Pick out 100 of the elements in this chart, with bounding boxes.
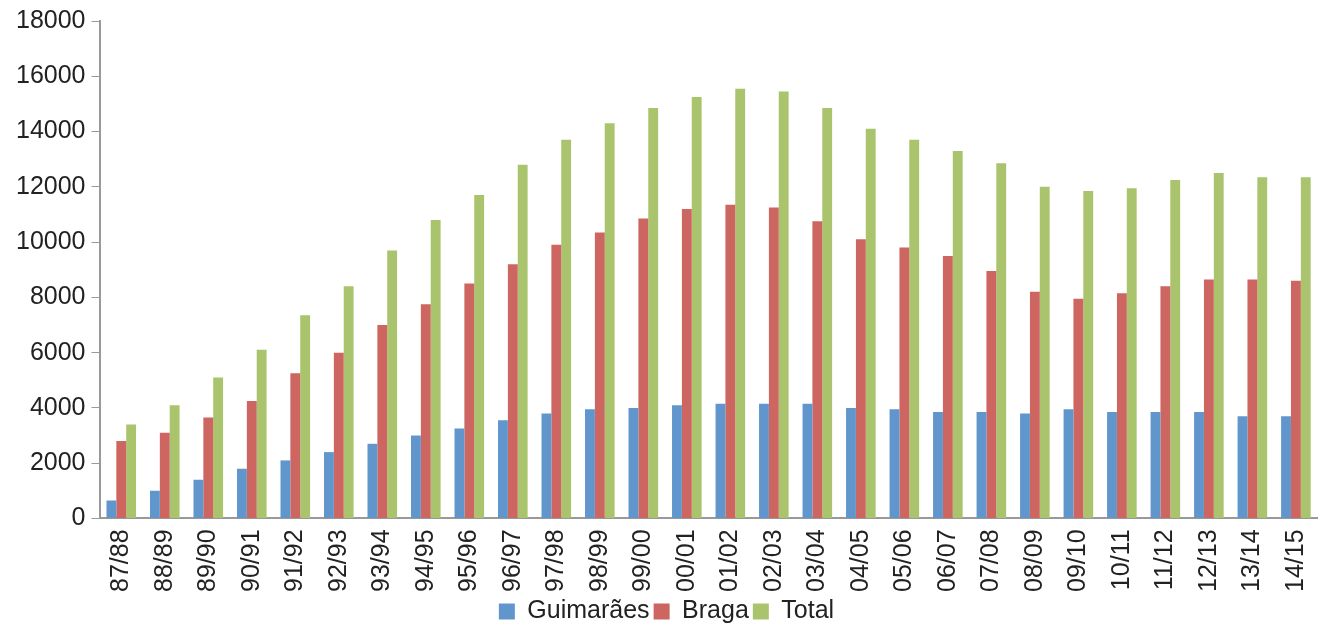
bar: [507, 264, 518, 518]
x-tick-label: 87/88: [105, 529, 134, 592]
bar: [280, 460, 291, 518]
bar: [551, 244, 562, 518]
x-tick-label: 00/01: [670, 529, 699, 592]
bar: [1257, 177, 1268, 518]
x-tick-label: 09/10: [1062, 529, 1091, 592]
bar: [454, 428, 465, 518]
x-tick-label: 06/07: [931, 529, 960, 592]
bar: [411, 435, 421, 518]
bar: [333, 352, 344, 518]
bar: [822, 108, 833, 518]
bar: [986, 271, 997, 518]
y-tick-label: 4000: [29, 391, 86, 420]
x-tick-label: 01/02: [714, 529, 743, 592]
bar: [213, 377, 224, 518]
bar: [116, 441, 127, 518]
bar: [759, 403, 769, 518]
bar: [203, 417, 214, 518]
x-tick-label: 97/98: [540, 529, 569, 592]
bar: [715, 403, 726, 518]
x-tick-label: 11/12: [1149, 529, 1178, 591]
bar: [290, 373, 301, 518]
bar: [778, 91, 789, 518]
bar: [149, 490, 160, 518]
bar: [126, 424, 137, 518]
bar: [541, 413, 552, 518]
bar: [865, 128, 876, 518]
x-tick-label: 12/13: [1192, 529, 1221, 592]
bar: [169, 405, 180, 518]
y-tick-label: 0: [71, 502, 86, 531]
bar: [1213, 173, 1224, 518]
bar: [430, 219, 441, 518]
x-tick-label: 88/89: [148, 529, 177, 592]
bar: [735, 88, 746, 518]
bar: [1126, 188, 1137, 518]
bar: [1247, 279, 1258, 518]
bar: [855, 239, 866, 518]
bar: [1063, 409, 1074, 518]
x-tick-label: 10/11: [1105, 529, 1134, 591]
y-tick-label: 10000: [15, 225, 86, 254]
bar: [343, 286, 354, 518]
y-tick-label: 18000: [15, 4, 86, 33]
bar: [1160, 286, 1171, 518]
bar: [387, 250, 398, 518]
bar: [420, 304, 431, 518]
bar: [909, 139, 920, 518]
legend-label: Guimarães: [527, 595, 650, 624]
bar: [846, 407, 856, 518]
x-tick-label: 90/91: [235, 529, 264, 592]
bar: [1203, 279, 1214, 518]
bar: [933, 412, 943, 518]
bar: [498, 420, 508, 518]
bar: [889, 409, 900, 518]
x-tick-label: 95/96: [453, 529, 482, 592]
y-tick-label: 16000: [15, 60, 86, 89]
bar: [628, 407, 639, 518]
bar: [1170, 179, 1181, 518]
x-tick-label: 13/14: [1236, 529, 1265, 592]
bar: [976, 412, 987, 518]
bar: [474, 195, 485, 518]
bar: [256, 349, 267, 518]
bar: [952, 150, 963, 518]
y-tick-label: 6000: [29, 336, 86, 365]
bar: [1107, 412, 1117, 518]
legend-label: Total: [781, 595, 835, 624]
x-tick-label: 98/99: [583, 529, 612, 592]
bar: [1281, 416, 1291, 518]
bar: [1290, 280, 1301, 518]
bar: [1194, 412, 1204, 518]
bar: [1020, 413, 1030, 518]
x-tick-label: 05/06: [888, 529, 917, 592]
bar: [1150, 412, 1161, 518]
bar: [1029, 291, 1040, 518]
bar: [377, 324, 388, 518]
bar: [681, 208, 692, 518]
bar: [594, 232, 605, 518]
bar: [464, 283, 475, 518]
x-tick-label: 94/95: [409, 529, 438, 592]
y-tick-label: 8000: [29, 281, 86, 310]
bar: [1083, 190, 1094, 518]
bar: [1039, 186, 1050, 518]
bar: [672, 405, 682, 518]
y-tick-label: 14000: [15, 115, 86, 144]
x-tick-label: 07/08: [975, 529, 1004, 592]
bar: [899, 247, 910, 518]
bar: [106, 500, 117, 518]
x-tick-label: 08/09: [1018, 529, 1047, 592]
x-tick-label: 91/92: [279, 529, 308, 592]
x-tick-label: 02/03: [757, 529, 786, 592]
bar: [517, 164, 528, 518]
x-tick-label: 96/97: [496, 529, 525, 592]
x-tick-label: 03/04: [801, 529, 830, 592]
bar: [725, 204, 736, 518]
legend-label: Braga: [682, 595, 749, 624]
bar: [942, 255, 953, 518]
bar: [1116, 293, 1127, 518]
bar: [324, 452, 334, 518]
bar: [561, 139, 572, 518]
bar: [691, 97, 702, 518]
